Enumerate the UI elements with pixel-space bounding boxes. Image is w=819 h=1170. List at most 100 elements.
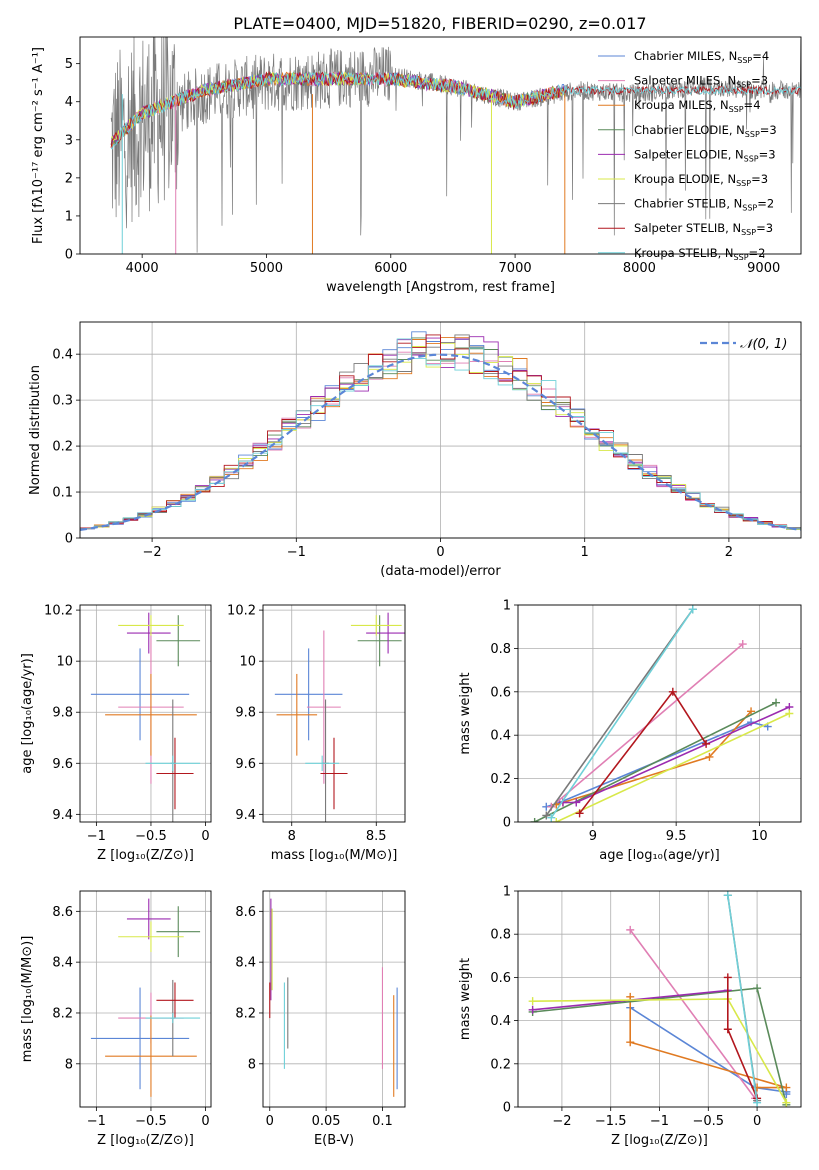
legend-nssp-prefix: , N <box>725 221 741 235</box>
legend-nssp-prefix: , N <box>720 74 736 88</box>
y-tick-label: 8.4 <box>235 956 256 971</box>
legend-nssp-subscript: SSP <box>729 105 744 114</box>
y-tick-label: 8 <box>248 1057 256 1072</box>
legend-nssp-prefix: , N <box>726 197 742 211</box>
y-tick-label: 3 <box>65 133 73 148</box>
axes-frame <box>262 890 406 1108</box>
series-line <box>727 895 758 1103</box>
series-point-marker <box>626 1038 635 1047</box>
y-axis-label: mass [log₁₀(M/M⊙)] <box>20 936 35 1063</box>
y-tick-label: 0.6 <box>490 685 511 700</box>
x-tick-label: −1 <box>87 829 106 844</box>
y-tick-label: 9.8 <box>52 706 73 721</box>
axes-frame <box>517 890 802 1108</box>
y-tick-label: 0.2 <box>490 772 511 787</box>
series-point-marker <box>552 818 561 822</box>
legend-nssp-value: 3 <box>761 172 768 186</box>
plot-area <box>528 891 791 1107</box>
y-tick-label: 1 <box>503 599 511 614</box>
legend-nssp-subscript: SSP <box>734 253 749 262</box>
x-tick-label: 9 <box>589 829 597 844</box>
legend-nssp-prefix: , N <box>729 123 745 137</box>
y-tick-label: 10 <box>239 655 256 670</box>
x-axis-label: mass [log₁₀(M/M⊙)] <box>271 848 398 863</box>
legend-nssp-equals: = <box>749 246 759 260</box>
x-tick-label: 8 <box>288 829 296 844</box>
legend-nssp-subscript: SSP <box>741 228 756 237</box>
panel-age-vs-mass: 8 8.5 9.4 9.6 9.8 10 10.2 mass [log₁₀(M/M⊙)] <box>227 604 406 863</box>
legend-entry-label: Chabrier MILES, NSSP=4 <box>634 49 769 65</box>
series-line <box>629 929 756 1099</box>
panel-spectrum: 4000 5000 6000 7000 8000 9000012345wavelength… <box>31 36 802 295</box>
y-tick-label: 9.6 <box>235 757 256 772</box>
legend-nssp-prefix: , N <box>720 172 736 186</box>
y-tick-label: 9.4 <box>52 808 73 823</box>
legend-series-name: Chabrier ELODIE <box>634 123 729 137</box>
y-tick-label: 10.2 <box>227 604 256 619</box>
y-tick-label: 10 <box>56 655 73 670</box>
x-tick-label: −1 <box>287 545 306 560</box>
legend-nssp-equals: = <box>751 172 761 186</box>
legend-nssp-subscript: SSP <box>742 204 757 213</box>
series-point-marker <box>572 798 581 807</box>
legend-nssp-equals: = <box>752 49 762 63</box>
series-line <box>545 608 694 816</box>
y-tick-label: 10.2 <box>44 604 73 619</box>
panel-residual-histogram: −2 −1 0 1 2 0 0.1 0.2 0.3 0.4 (data-model)/error No… <box>28 321 802 579</box>
series-point-marker <box>772 698 781 707</box>
y-tick-label: 0 <box>65 532 73 547</box>
x-tick-label: 0 <box>436 545 444 560</box>
plot-area <box>90 612 201 822</box>
series-point-marker <box>547 813 556 822</box>
panel-massweight-vs-age: 9 9.5 10 0 0.2 0.4 0.6 0.8 1 age [log₁₀(age/yr)] m… <box>458 599 802 863</box>
legend-nssp-equals: = <box>744 98 754 112</box>
series-point-marker <box>626 925 635 934</box>
y-tick-label: 8.6 <box>235 905 256 920</box>
plot-area <box>269 898 398 1097</box>
y-tick-label: 8.4 <box>52 956 73 971</box>
series-point-marker <box>530 818 539 822</box>
legend-nssp-subscript: SSP <box>737 56 752 65</box>
legend-nssp-equals: = <box>757 197 767 211</box>
x-tick-label: −0.5 <box>135 1114 167 1129</box>
legend-entry-label: Salpeter STELIB, NSSP=3 <box>634 221 773 237</box>
x-tick-label: −1 <box>650 1114 669 1129</box>
x-tick-label: −2 <box>143 545 162 560</box>
legend-entry-label: Kroupa ELODIE, NSSP=3 <box>634 172 768 188</box>
panel-age-vs-Z: −1 −0.5 0 9.4 9.6 9.8 10 10.2 Z [log₁₀(Z/Z⊙)] age… <box>20 604 212 863</box>
y-tick-label: 0 <box>503 1101 511 1116</box>
normal-reference-curve <box>80 353 801 531</box>
x-tick-label: 4000 <box>126 261 159 276</box>
legend-entry-label: Chabrier STELIB, NSSP=2 <box>634 197 774 213</box>
y-axis-label: mass weight <box>458 672 473 754</box>
series-point-marker <box>528 1005 537 1014</box>
x-tick-label: 2 <box>725 545 733 560</box>
plot-area <box>530 605 794 822</box>
y-axis-label: Normed distribution <box>28 365 43 495</box>
x-axis-label: E(B-V) <box>314 1133 354 1148</box>
legend-nssp-prefix: , N <box>728 147 744 161</box>
series-point-marker <box>785 709 794 718</box>
series-point-marker <box>753 1098 762 1107</box>
series-line <box>556 710 752 806</box>
legend-nssp-equals: = <box>751 74 761 88</box>
histogram-step-line <box>80 338 801 530</box>
y-axis-label: age [log₁₀(age/yr)] <box>20 653 35 774</box>
legend-nssp-subscript: SSP <box>744 154 759 163</box>
legend-nssp-subscript: SSP <box>745 130 760 139</box>
y-axis-label: mass weight <box>458 958 473 1040</box>
legend-series-name: Kroupa ELODIE <box>634 172 720 186</box>
x-tick-label: 1 <box>581 545 589 560</box>
x-tick-label: 5000 <box>250 261 283 276</box>
legend-nssp-equals: = <box>760 123 770 137</box>
series-point-marker <box>723 1025 732 1034</box>
legend-nssp-value: 3 <box>766 221 773 235</box>
axes-frame <box>79 36 802 255</box>
series-point-marker <box>738 640 747 649</box>
x-tick-label: 6000 <box>374 261 407 276</box>
legend-nssp-value: 4 <box>762 49 769 63</box>
x-axis-label: age [log₁₀(age/yr)] <box>599 848 720 863</box>
axes-frame <box>79 604 212 823</box>
series-point-marker <box>705 752 714 761</box>
